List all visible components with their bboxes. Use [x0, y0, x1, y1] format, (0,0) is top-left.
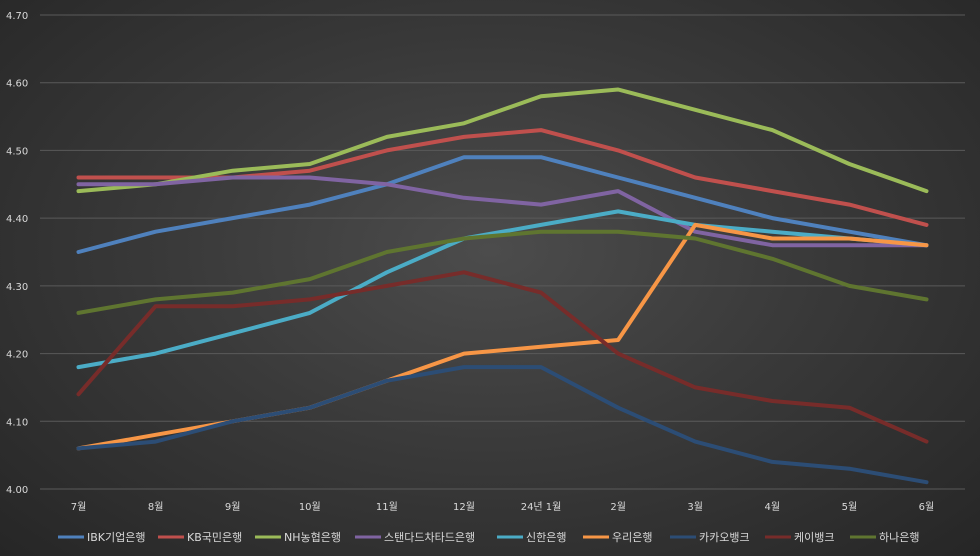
legend-label: 케이뱅크 — [794, 531, 834, 544]
x-tick-label: 3월 — [687, 501, 703, 513]
series-line — [76, 229, 929, 315]
y-tick-label: 4.60 — [6, 79, 28, 90]
series-line — [76, 128, 929, 227]
legend-item: 우리은행 — [583, 531, 652, 544]
legend-item: 카카오뱅크 — [670, 531, 750, 544]
x-tick-label: 7월 — [71, 501, 87, 513]
series-line — [76, 209, 929, 370]
x-tick-label: 5월 — [842, 501, 858, 513]
x-axis-ticks: 7월 8월 9월 10월 11월 12월 24년 1월 2월 3월 4월 5월 6월 — [71, 501, 934, 513]
x-tick-label: 6월 — [919, 501, 935, 513]
legend-label: NH농협은행 — [284, 531, 341, 544]
y-tick-label: 4.00 — [6, 485, 28, 496]
legend-item: 하나은행 — [850, 530, 919, 544]
x-tick-label: 4월 — [765, 501, 781, 513]
legend-item: 신한은행 — [497, 531, 566, 544]
legend-label: IBK기업은행 — [87, 531, 145, 544]
legend-item: KB국민은행 — [158, 531, 242, 544]
x-tick-label: 10월 — [299, 501, 321, 513]
legend-item: NH농협은행 — [255, 531, 341, 544]
x-tick-label: 24년 1월 — [521, 501, 562, 513]
legend-label: 카카오뱅크 — [699, 531, 750, 544]
y-tick-label: 4.10 — [6, 417, 28, 428]
legend-item: 케이뱅크 — [765, 531, 834, 544]
legend-label: 하나은행 — [879, 530, 919, 544]
x-tick-label: 2월 — [610, 501, 626, 513]
y-tick-label: 4.20 — [6, 350, 28, 361]
legend-item: 스탠다드차타드은행 — [355, 531, 475, 544]
legend-label: KB국민은행 — [187, 531, 242, 544]
series-lines — [76, 87, 929, 485]
legend: IBK기업은행 KB국민은행 NH농협은행 스탠다드차타드은행 신한은행 우리은행 카카오뱅… — [58, 530, 919, 544]
x-tick-label: 9월 — [225, 501, 241, 513]
series-line — [76, 175, 929, 248]
x-tick-label: 12월 — [453, 501, 475, 513]
legend-label: 신한은행 — [526, 531, 566, 544]
x-tick-label: 8월 — [148, 501, 164, 513]
legend-item: IBK기업은행 — [58, 531, 145, 544]
legend-label: 스탠다드차타드은행 — [384, 531, 475, 544]
y-tick-label: 4.70 — [6, 11, 28, 22]
series-line — [76, 270, 929, 444]
y-tick-label: 4.40 — [6, 214, 28, 225]
series-line — [76, 222, 929, 451]
series-line — [76, 155, 929, 254]
legend-label: 우리은행 — [612, 531, 652, 544]
y-tick-label: 4.50 — [6, 146, 28, 157]
series-line — [76, 87, 929, 194]
series-line — [76, 365, 929, 485]
y-axis-ticks: 4.00 4.10 4.20 4.30 4.40 4.50 4.60 4.70 — [6, 11, 28, 496]
x-tick-label: 11월 — [376, 501, 398, 513]
y-tick-label: 4.30 — [6, 282, 28, 293]
grid — [40, 14, 965, 490]
